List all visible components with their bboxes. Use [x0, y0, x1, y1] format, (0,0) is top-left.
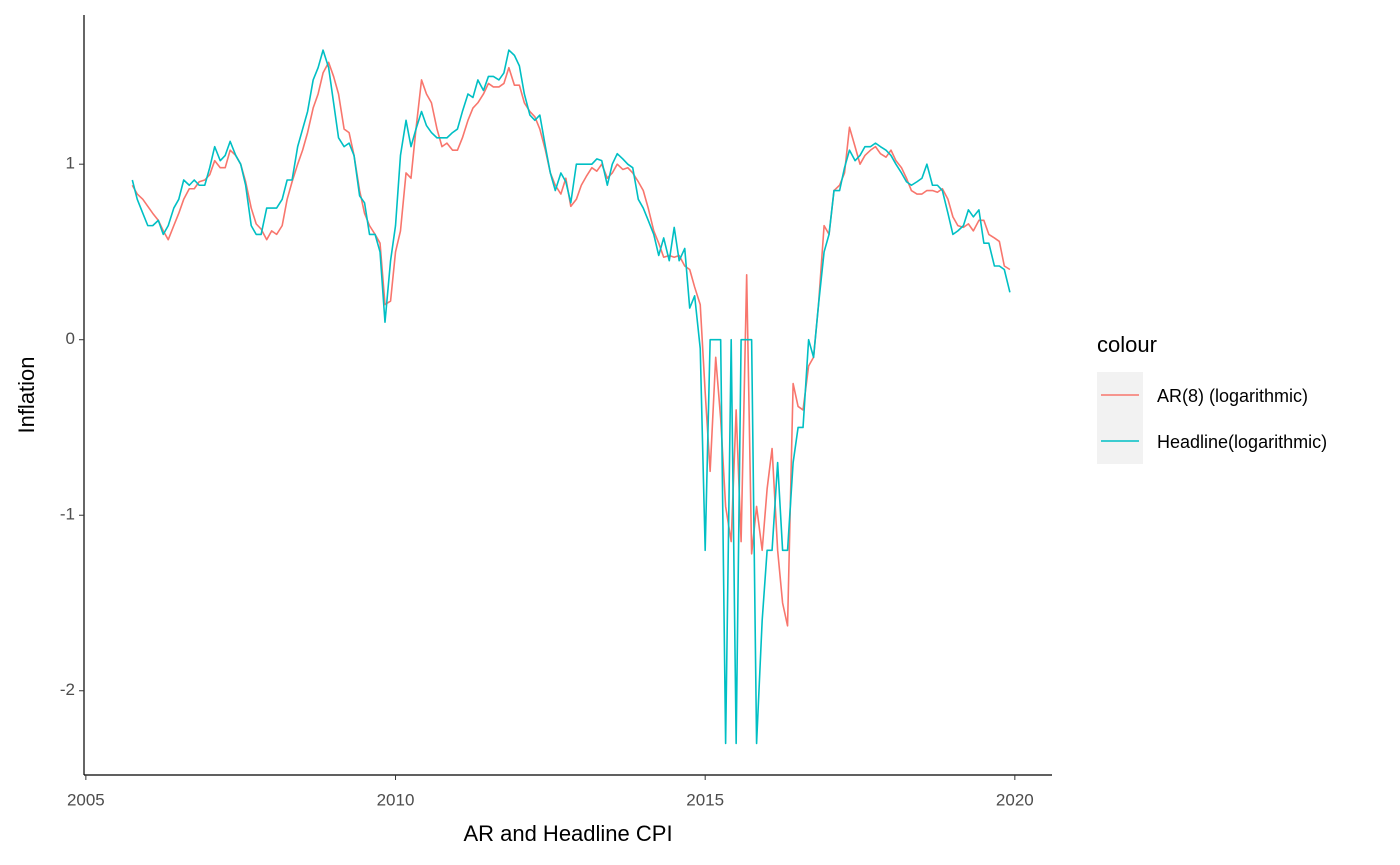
- x-axis-title: AR and Headline CPI: [463, 821, 672, 846]
- legend-label: Headline(logarithmic): [1157, 432, 1327, 452]
- line-series: [131, 49, 1011, 745]
- legend-label: AR(8) (logarithmic): [1157, 386, 1308, 406]
- y-axis-title: Inflation: [14, 356, 39, 433]
- y-tick-label: -1: [60, 505, 75, 524]
- y-tick-label: 1: [66, 154, 75, 173]
- y-tick-label: 0: [66, 329, 75, 348]
- x-tick-label: 2010: [377, 790, 415, 809]
- x-tick-label: 2015: [686, 790, 724, 809]
- y-tick-label: -2: [60, 680, 75, 699]
- x-tick-label: 2005: [67, 790, 105, 809]
- legend-title: colour: [1097, 332, 1157, 357]
- x-tick-label: 2020: [996, 790, 1034, 809]
- line-series: [131, 61, 1011, 627]
